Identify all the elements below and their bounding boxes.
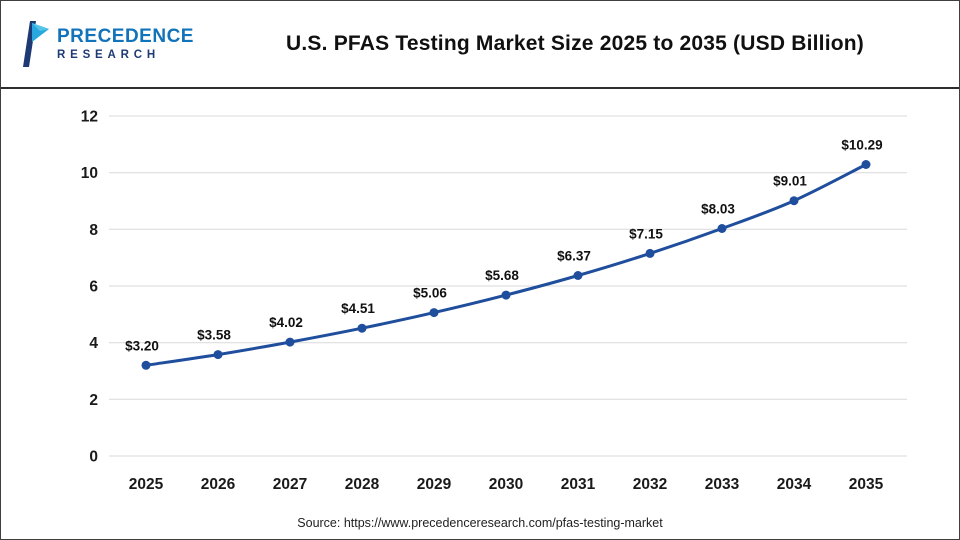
data-point-marker: [573, 271, 583, 280]
x-axis-label: 2028: [345, 476, 380, 493]
data-point-marker: [285, 337, 295, 347]
logo-text: PRECEDENCE RESEARCH: [57, 27, 194, 61]
series-line: [144, 163, 868, 367]
precedence-research-logo: PRECEDENCE RESEARCH: [19, 21, 209, 67]
source-text: Source: https://www.precedenceresearch.c…: [297, 516, 663, 530]
x-axis-label: 2035: [849, 476, 884, 493]
data-point-label: $6.37: [557, 249, 591, 264]
data-point-marker: [717, 224, 727, 233]
x-axis-label: 2034: [777, 476, 812, 493]
y-axis-label: 6: [89, 279, 98, 296]
y-axis-label: 2: [89, 392, 98, 409]
x-axis-label: 2030: [489, 476, 523, 493]
line-chart: 0 2 4 6 8 10 12 2025 2026 2027 2028 2029 2030 2031 203…: [81, 109, 907, 493]
x-axis-label: 2027: [273, 476, 307, 493]
x-axis-label: 2033: [705, 476, 740, 493]
data-point-marker: [357, 323, 367, 333]
logo-line2: RESEARCH: [57, 48, 160, 61]
data-point-marker: [213, 350, 223, 360]
x-axis-label: 2025: [129, 476, 164, 493]
chart-title: U.S. PFAS Testing Market Size 2025 to 20…: [286, 32, 864, 55]
y-axis-label: 4: [89, 335, 98, 352]
header: PRECEDENCE RESEARCH U.S. PFAS Testing Ma…: [1, 1, 959, 89]
data-point-label: $3.58: [197, 328, 231, 343]
logo-line1: PRECEDENCE: [57, 26, 194, 47]
x-axis-label: 2029: [417, 476, 452, 493]
data-point-label: $10.29: [841, 138, 882, 153]
data-point-label: $7.15: [629, 226, 663, 241]
logo-mark-icon: [23, 21, 49, 67]
data-point-label: $9.01: [773, 174, 807, 189]
chart-area: 0 2 4 6 8 10 12 2025 2026 2027 2028 2029 2030 2031 203…: [1, 89, 959, 509]
data-point-label: $4.51: [341, 301, 375, 316]
data-point-label: $5.68: [485, 268, 519, 283]
y-axis-label: 8: [89, 222, 98, 239]
data-point-label: $8.03: [701, 202, 735, 217]
data-point-marker: [429, 308, 439, 318]
data-point-marker: [861, 160, 871, 169]
data-point-marker: [789, 196, 799, 206]
y-axis-label: 12: [81, 109, 98, 126]
x-axis-label: 2032: [633, 476, 667, 493]
data-point-label: $3.20: [125, 338, 159, 353]
y-axis-label: 10: [81, 165, 98, 182]
data-point-label: $5.06: [413, 286, 447, 301]
x-axis-label: 2031: [561, 476, 596, 493]
data-point-marker: [141, 360, 151, 370]
x-axis-label: 2026: [201, 476, 236, 493]
data-point-marker: [645, 248, 655, 258]
data-point-marker: [501, 290, 511, 300]
y-axis-label: 0: [89, 449, 98, 466]
data-point-label: $4.02: [269, 315, 303, 330]
